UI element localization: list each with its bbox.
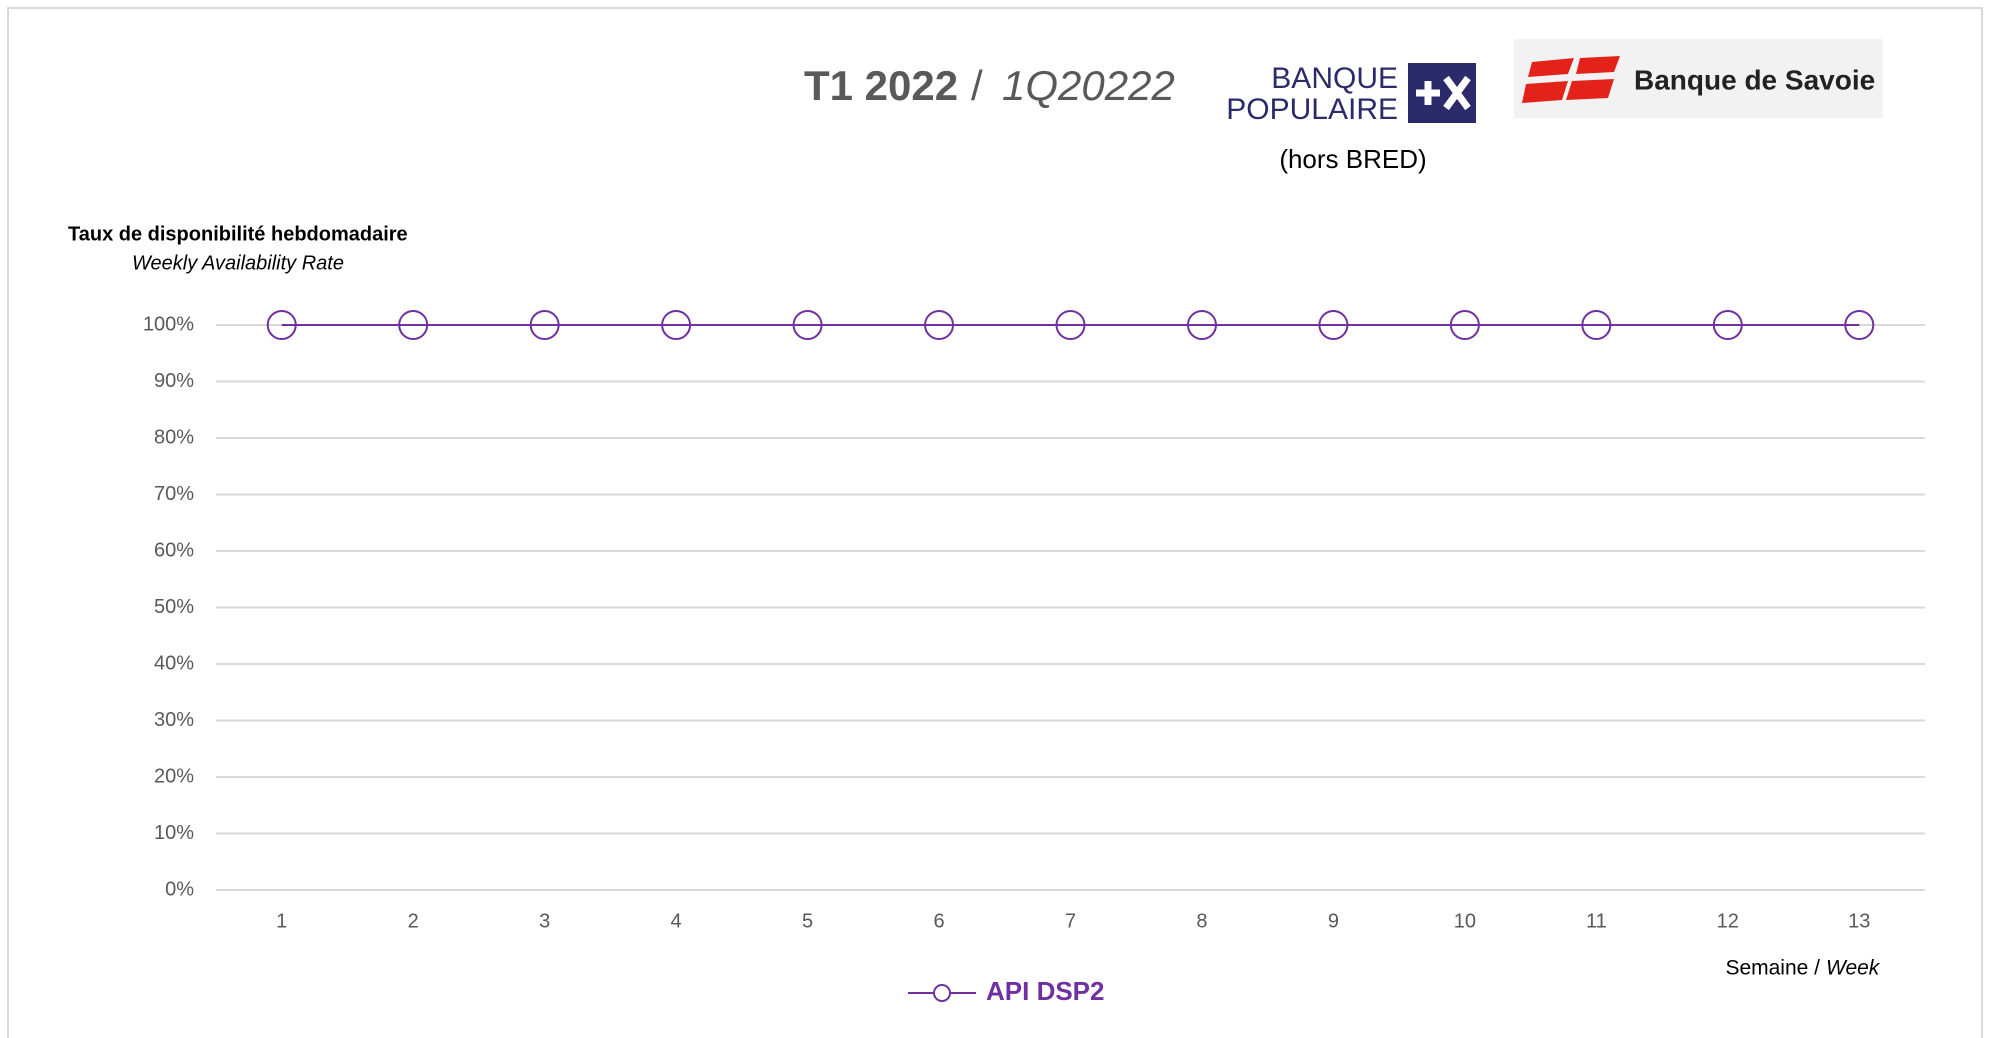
point-marker bbox=[398, 310, 429, 340]
logo-symbol bbox=[1416, 75, 1471, 111]
point-marker bbox=[1318, 310, 1349, 340]
y-tick-label: 10% bbox=[154, 822, 194, 844]
title-separator: / bbox=[971, 62, 983, 109]
logo-banque-populaire: BANQUE POPULAIRE bbox=[1226, 62, 1476, 126]
y-tick-label: 70% bbox=[154, 483, 194, 505]
x-tick-label: 9 bbox=[1328, 910, 1339, 932]
point-marker bbox=[1844, 310, 1875, 340]
y-tick-label: 20% bbox=[154, 765, 194, 787]
logo-note: (hors BRED) bbox=[1279, 144, 1426, 174]
x-tick-label: 5 bbox=[802, 910, 813, 932]
point-marker bbox=[924, 310, 955, 340]
x-tick-label: 1 bbox=[276, 910, 287, 932]
point-marker bbox=[1712, 310, 1743, 340]
y-tick-label: 0% bbox=[165, 878, 194, 900]
x-tick-label: 4 bbox=[671, 910, 682, 932]
y-tick-label: 60% bbox=[154, 539, 194, 561]
title-italic: 1Q20222 bbox=[1002, 62, 1175, 109]
y-tick-label: 50% bbox=[154, 596, 194, 618]
x-tick-label: 7 bbox=[1065, 910, 1076, 932]
y-axis-title: Taux de disponibilité hebdomadaire bbox=[68, 223, 408, 245]
title-bold: T1 2022 bbox=[804, 62, 958, 109]
x-tick-label: 6 bbox=[933, 910, 944, 932]
point-marker bbox=[1581, 310, 1612, 340]
logo-symbol bbox=[1522, 56, 1620, 103]
y-tick-label: 40% bbox=[154, 652, 194, 674]
x-tick-label: 3 bbox=[539, 910, 550, 932]
x-tick-label: 11 bbox=[1586, 910, 1607, 932]
y-tick-label: 100% bbox=[143, 313, 194, 335]
point-marker bbox=[792, 310, 823, 340]
y-tick-label: 30% bbox=[154, 709, 194, 731]
point-marker bbox=[529, 310, 560, 340]
frame bbox=[7, 7, 1983, 1038]
x-tick-label: 10 bbox=[1454, 910, 1476, 932]
x-tick-label: 8 bbox=[1196, 910, 1207, 932]
y-tick-label: 90% bbox=[154, 370, 194, 392]
x-axis-label-italic: Week bbox=[1826, 957, 1881, 980]
y-tick-label: 80% bbox=[154, 426, 194, 448]
point-marker bbox=[1186, 310, 1217, 340]
point-marker bbox=[661, 310, 692, 340]
logo-text: BANQUE bbox=[1271, 62, 1398, 95]
point-marker bbox=[266, 310, 297, 340]
x-tick-label: 13 bbox=[1848, 910, 1870, 932]
logo-text: Banque de Savoie bbox=[1634, 64, 1875, 95]
logo-text: POPULAIRE bbox=[1226, 93, 1398, 126]
logo-banque-de-savoie: Banque de Savoie bbox=[1514, 39, 1883, 118]
point-marker bbox=[1449, 310, 1480, 340]
y-axis-subtitle: Weekly Availability Rate bbox=[132, 252, 344, 274]
logo-box bbox=[1514, 39, 1883, 118]
x-axis-label: Semaine / bbox=[1725, 957, 1820, 980]
legend-marker bbox=[933, 984, 951, 1002]
x-tick-label: 2 bbox=[408, 910, 419, 932]
x-tick-label: 12 bbox=[1717, 910, 1739, 932]
legend-label: API DSP2 bbox=[986, 976, 1105, 1006]
point-marker bbox=[1055, 310, 1086, 340]
